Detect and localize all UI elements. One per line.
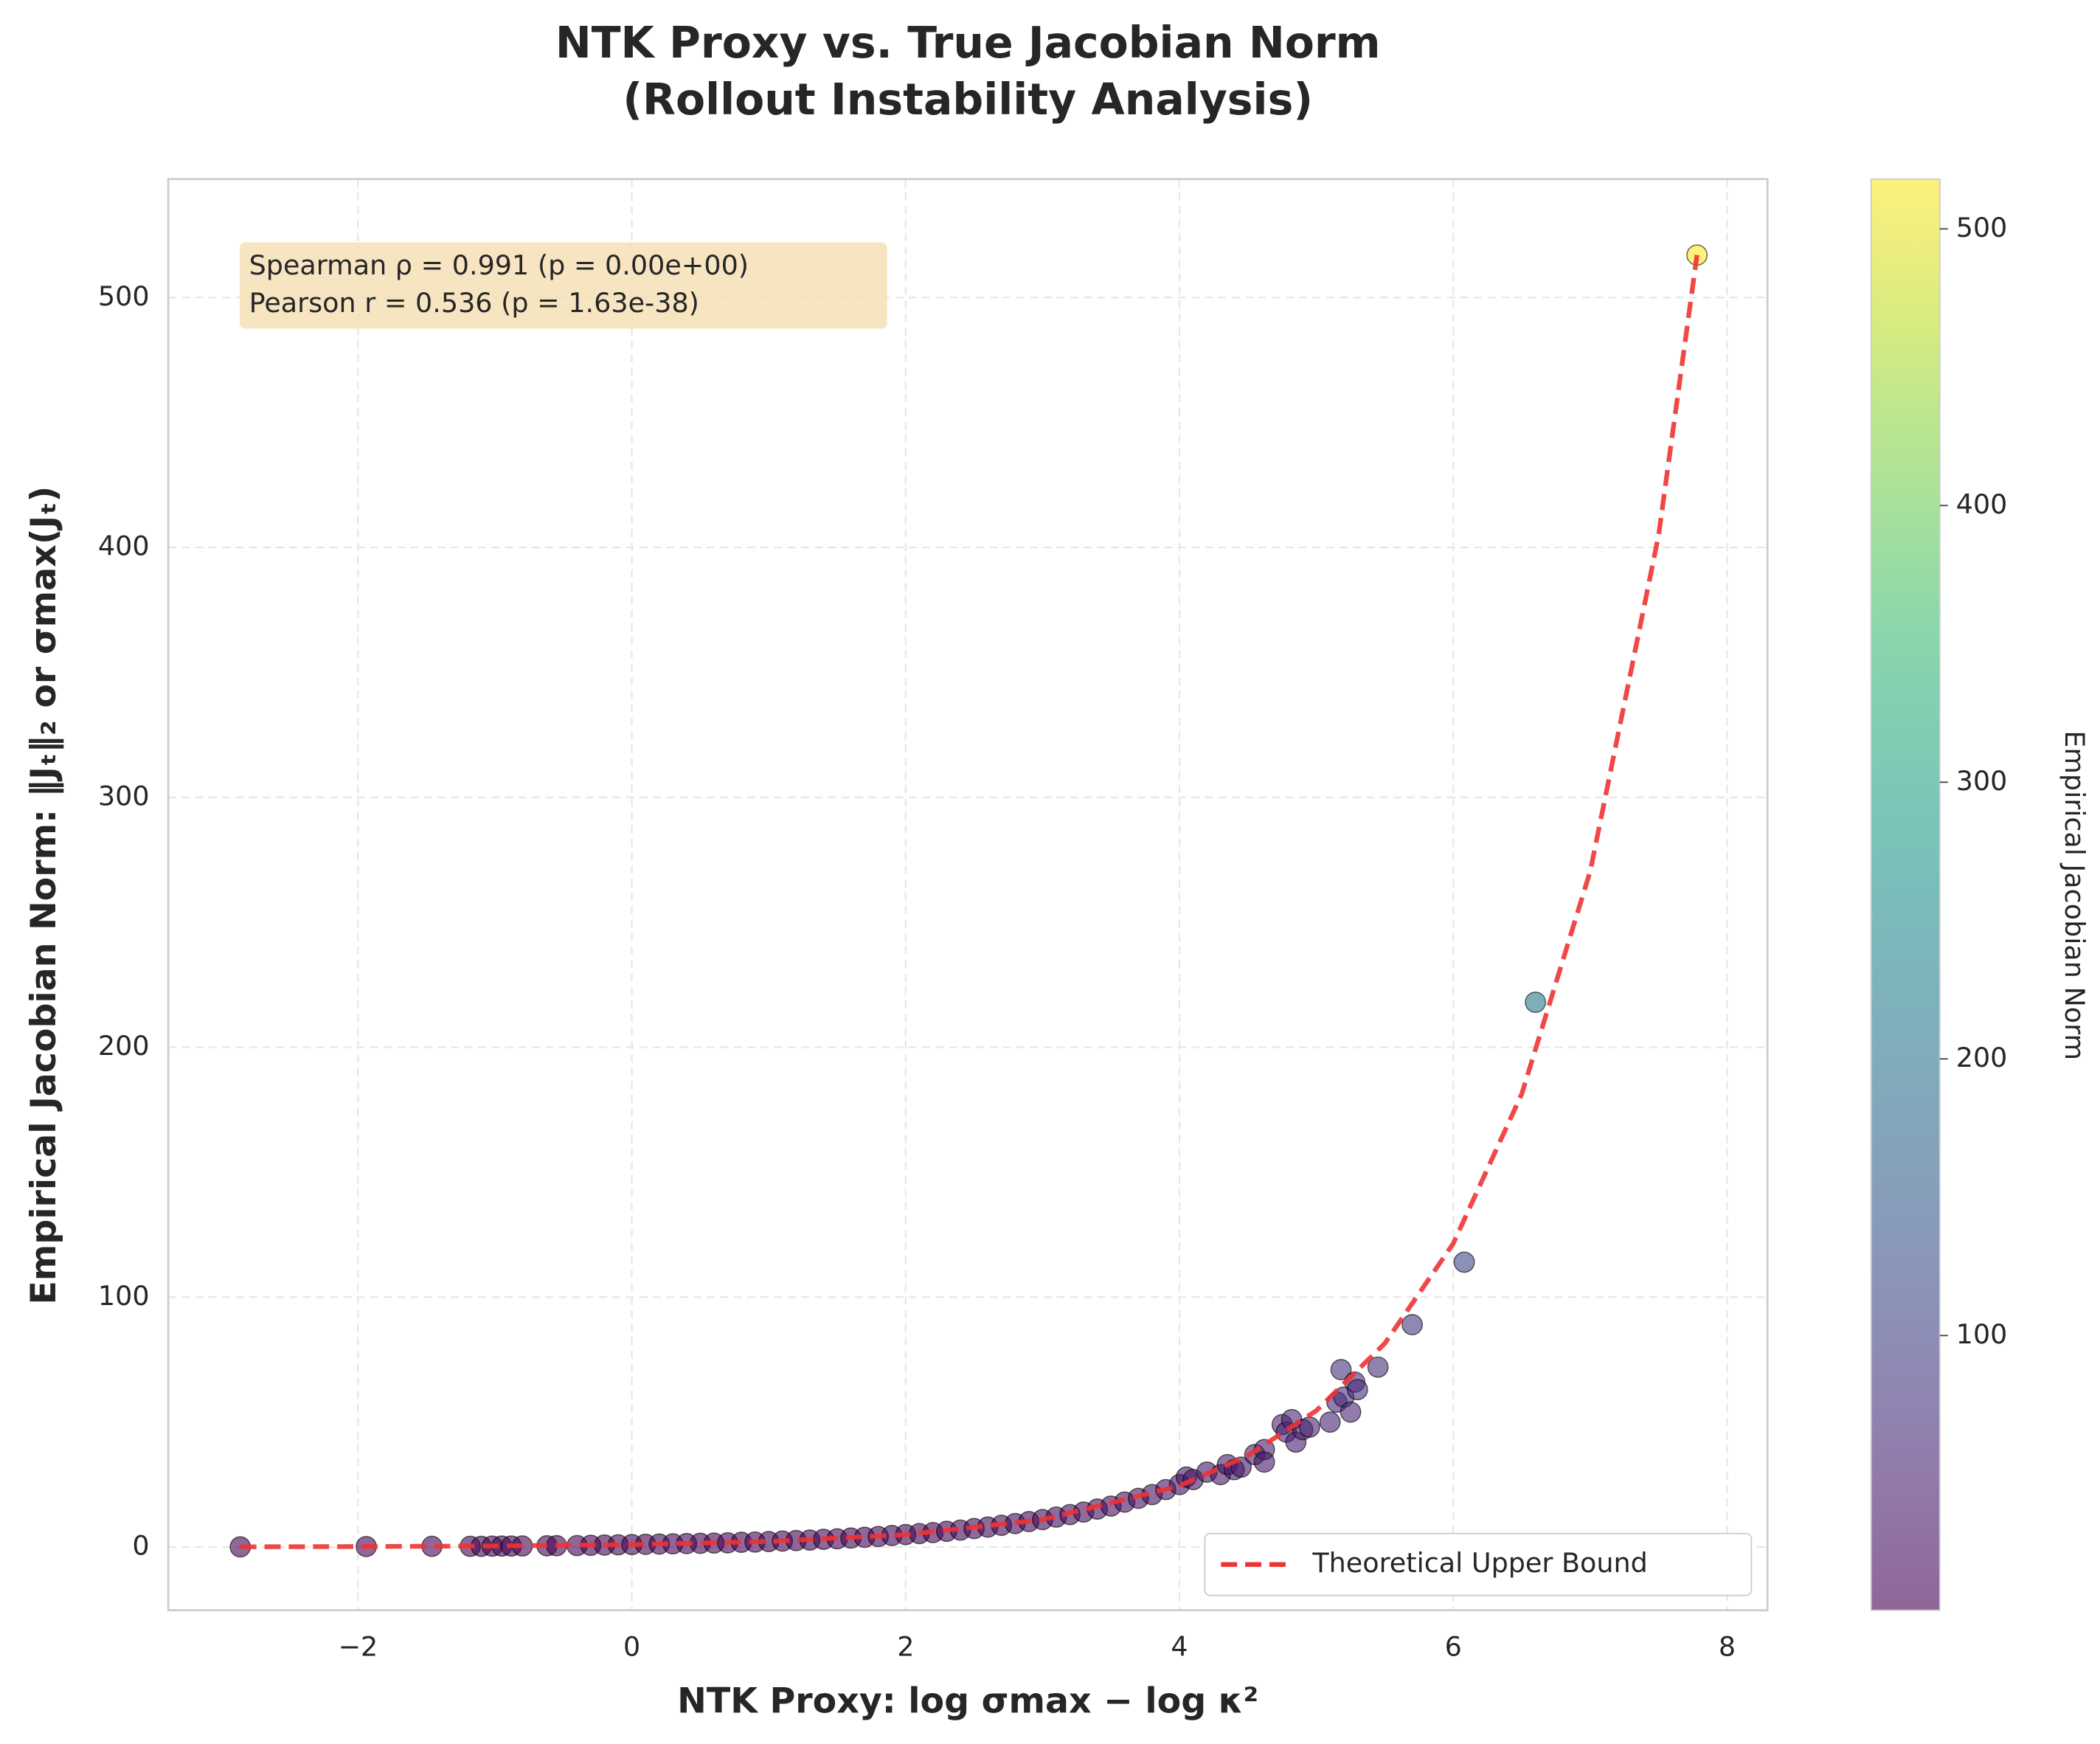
scatter-point: [1346, 1379, 1368, 1401]
x-tick-label: 0: [623, 1630, 640, 1662]
y-tick-label: 500: [98, 280, 150, 312]
colorbar-tick-label: 400: [1956, 488, 2008, 520]
y-axis-label: Empirical Jacobian Norm: ‖Jₜ‖₂ or σmax(J…: [24, 486, 64, 1305]
plot-frame: [167, 178, 1769, 1612]
annotation: Pearson r = 0.536 (p = 1.63e-38): [249, 287, 699, 319]
legend-label: Theoretical Upper Bound: [1311, 1547, 1647, 1579]
scatter-point: [1298, 1416, 1320, 1438]
y-tick-label: 300: [98, 780, 150, 812]
y-tick-label: 400: [98, 530, 150, 562]
scatter-point: [1253, 1451, 1275, 1473]
colorbar-tick-label: 500: [1956, 212, 2008, 243]
scatter-point: [1401, 1314, 1423, 1335]
y-tick-label: 0: [132, 1530, 149, 1562]
chart-title: NTK Proxy vs. True Jacobian Norm: [555, 18, 1381, 68]
legend-box: [1204, 1532, 1753, 1596]
colorbar-tick-label: 100: [1956, 1318, 2008, 1350]
x-tick-label: 8: [1719, 1630, 1736, 1662]
colorbar-tick-label: 300: [1956, 765, 2008, 797]
annotation-box: [239, 242, 887, 329]
scatter-point: [1453, 1251, 1475, 1273]
colorbar: [1870, 178, 1941, 1611]
scatter-point: [1340, 1401, 1362, 1423]
scatter-point: [1330, 1359, 1352, 1380]
scatter-point: [1319, 1411, 1341, 1433]
scatter-point: [1367, 1356, 1389, 1378]
bound-line: [240, 255, 1699, 1549]
x-tick-label: 4: [1171, 1630, 1188, 1662]
x-tick-label: 6: [1445, 1630, 1462, 1662]
colorbar-label: Empirical Jacobian Norm: [2059, 730, 2090, 1060]
colorbar-tick-label: 200: [1956, 1042, 2008, 1073]
chart-title: (Rollout Instability Analysis): [623, 75, 1313, 125]
x-tick-label: −2: [338, 1630, 378, 1662]
x-tick-label: 2: [897, 1630, 914, 1662]
y-tick-label: 100: [98, 1280, 150, 1312]
scatter-point: [1525, 992, 1547, 1013]
annotation: Spearman ρ = 0.991 (p = 0.00e+00): [249, 249, 749, 281]
x-axis-label: NTK Proxy: log σmax − log κ²: [677, 1681, 1258, 1722]
y-tick-label: 200: [98, 1030, 150, 1062]
